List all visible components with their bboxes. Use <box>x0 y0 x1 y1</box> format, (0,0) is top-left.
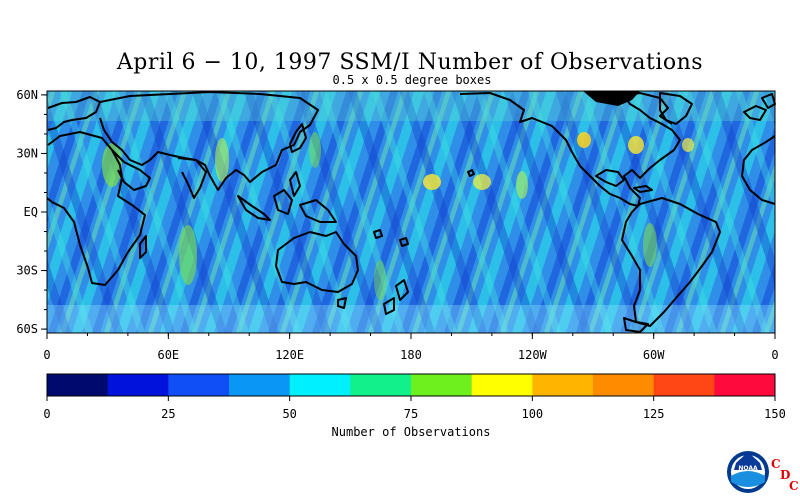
colorbar-tick-label: 150 <box>764 407 786 421</box>
lon-tick-label: 180 <box>400 348 422 362</box>
colorbar-tick-label: 100 <box>521 407 543 421</box>
colorbar-tick-label: 75 <box>404 407 418 421</box>
colorbar-swatch <box>471 374 533 396</box>
colorbar-swatch <box>289 374 351 396</box>
colorbar-swatch <box>714 374 776 396</box>
colorbar-swatch <box>229 374 291 396</box>
noaa-emblem-text: NOAA <box>738 465 758 472</box>
cdc-letter-1: C <box>771 457 781 471</box>
noaa-logo: NOAA <box>727 451 769 493</box>
colorbar-swatch <box>47 374 109 396</box>
lon-tick-label: 0 <box>771 348 778 362</box>
cdc-letter-2: D <box>780 468 790 482</box>
lon-tick-label: 120W <box>518 348 548 362</box>
colorbar-swatch <box>653 374 715 396</box>
lat-tick-label: 60S <box>16 322 38 336</box>
colorbar-swatch <box>411 374 473 396</box>
coastlines <box>46 91 776 333</box>
colorbar-ticks: 0 25 50 75 100 125 150 <box>43 396 786 421</box>
map-subtitle: 0.5 x 0.5 degree boxes <box>332 73 492 87</box>
lon-tick-label: 60W <box>643 348 665 362</box>
lat-tick-label: EQ <box>24 205 38 219</box>
colorbar-tick-label: 125 <box>643 407 665 421</box>
latitude-axis: 60N 30N EQ 30S 60S <box>16 88 47 336</box>
colorbar-swatch <box>593 374 655 396</box>
colorbar <box>46 373 776 397</box>
cdc-letter-3: C <box>789 479 799 493</box>
colorbar-tick-label: 50 <box>282 407 296 421</box>
lat-tick-label: 30S <box>16 264 38 278</box>
colorbar-tick-label: 25 <box>161 407 175 421</box>
colorbar-tick-label: 0 <box>43 407 50 421</box>
colorbar-swatch <box>350 374 412 396</box>
colorbar-swatch <box>532 374 594 396</box>
colorbar-swatch <box>168 374 230 396</box>
colorbar-label: Number of Observations <box>331 425 491 439</box>
lon-tick-label: 120E <box>275 348 304 362</box>
lon-tick-label: 0 <box>43 348 50 362</box>
observation-field <box>47 91 775 333</box>
lat-tick-label: 30N <box>16 146 38 160</box>
lon-tick-label: 60E <box>157 348 179 362</box>
lat-tick-label: 60N <box>16 88 38 102</box>
map-title: April 6 − 10, 1997 SSM/I Number of Obser… <box>116 50 704 75</box>
longitude-axis: 0 60E 120E 180 120W 60W 0 <box>43 333 779 362</box>
colorbar-swatch <box>107 374 169 396</box>
cdc-letters: C D C <box>771 457 799 493</box>
